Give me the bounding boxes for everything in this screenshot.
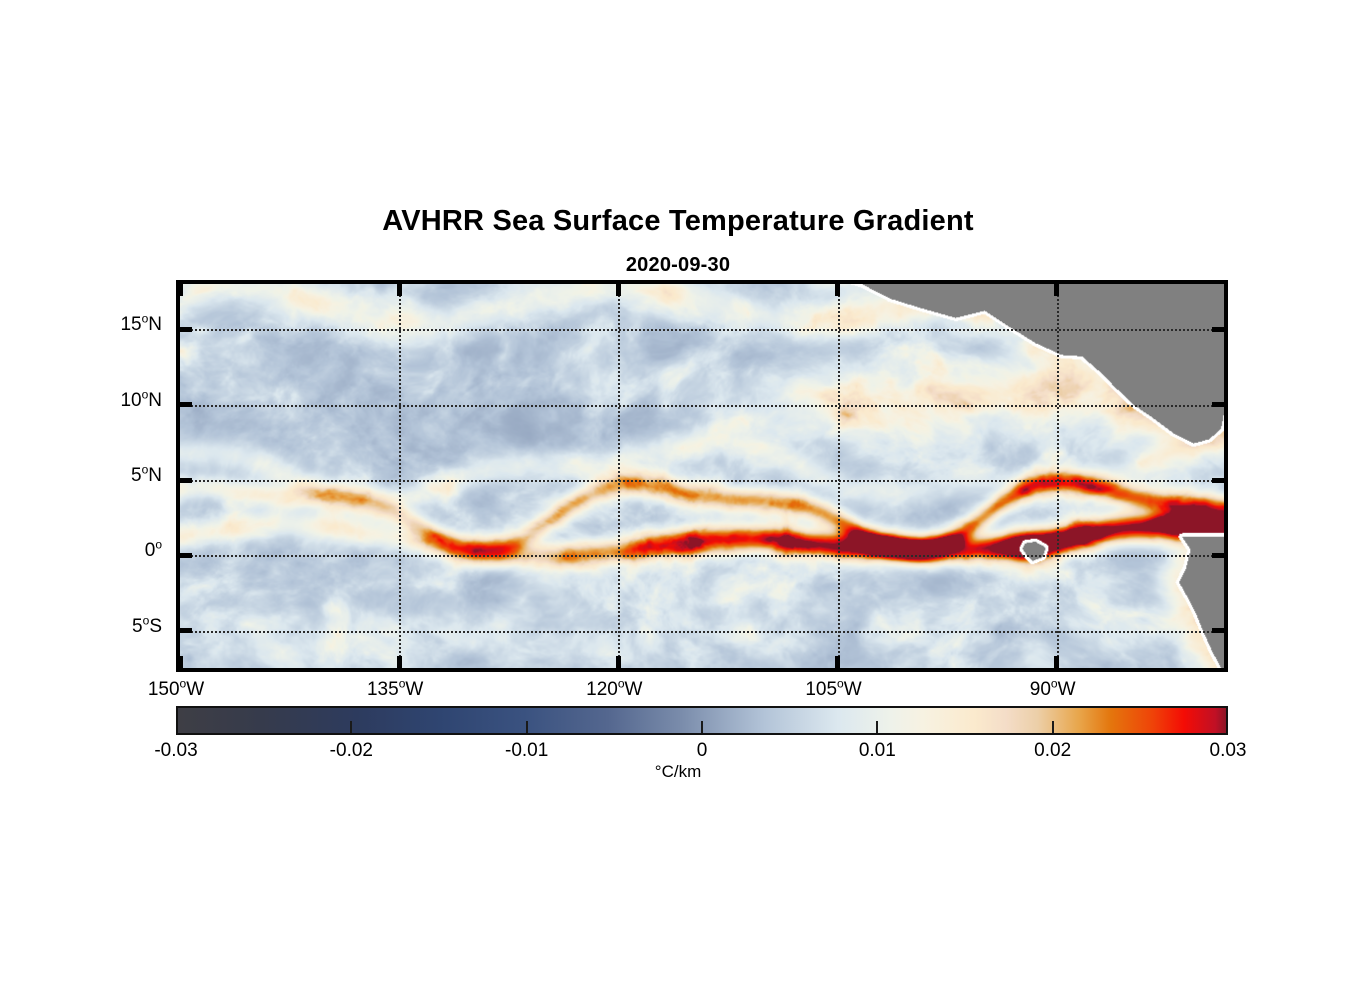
- page-title: AVHRR Sea Surface Temperature Gradient: [382, 205, 974, 237]
- colorbar-tick-label-0.03: 0.03: [1209, 740, 1247, 761]
- tick-lon-90: [1054, 656, 1060, 668]
- tick-lon-120: [615, 284, 621, 296]
- tick-lon-135: [396, 284, 402, 296]
- colorbar-tick-0.02: [1051, 721, 1054, 733]
- tick-lon-90: [1054, 284, 1060, 296]
- tick-lat-15: [180, 326, 192, 332]
- tick-lon-105: [835, 284, 840, 296]
- colorbar-tick-label--0.01: -0.01: [505, 740, 549, 761]
- map-axes[interactable]: [176, 280, 1228, 672]
- tick-lon-150: [180, 656, 183, 668]
- y-tick-label-5S: 5oS: [132, 613, 162, 637]
- colorbar-tick-0.01: [876, 721, 879, 733]
- x-tick-label-90W: 90oW: [1029, 676, 1076, 700]
- tick-lat-10: [180, 402, 192, 408]
- tick-lat-0: [1212, 552, 1224, 558]
- tick-lat-5: [180, 477, 192, 483]
- y-tick-label-10N: 10oN: [120, 387, 162, 411]
- tick-lon-135: [396, 656, 402, 668]
- tick-lat-15: [1212, 326, 1224, 332]
- colorbar-tick-label--0.03: -0.03: [154, 740, 198, 761]
- figure-date-subtitle: 2020-09-30: [625, 254, 731, 276]
- colorbar-tick-label-0.02: 0.02: [1034, 740, 1072, 761]
- colorbar-tick-label--0.02: -0.02: [329, 740, 373, 761]
- tick-lat-5: [180, 628, 192, 634]
- x-tick-label-150W: 150oW: [147, 676, 205, 700]
- colorbar-tick-label-0.01: 0.01: [858, 740, 896, 761]
- colorbar-tick-0: [701, 721, 703, 733]
- x-tick-label-135W: 135oW: [366, 676, 424, 700]
- y-tick-label-0eq: 0o: [144, 538, 162, 562]
- colorbar-tick-label-0: 0: [696, 740, 708, 761]
- tick-lon-105: [835, 656, 840, 668]
- tick-lat-10: [1212, 402, 1224, 408]
- tick-lon-150: [180, 284, 183, 296]
- tick-lat-5: [1212, 628, 1224, 634]
- x-tick-label-105W: 105oW: [805, 676, 862, 700]
- tick-lon-120: [615, 656, 621, 668]
- y-tick-label-5N: 5oN: [131, 462, 162, 486]
- colorbar-tick--0.02: [350, 721, 353, 733]
- colorbar[interactable]: [176, 706, 1228, 735]
- colorbar-unit-label: °C/km: [654, 762, 702, 781]
- x-tick-label-120W: 120oW: [586, 676, 643, 700]
- y-tick-label-15N: 15oN: [120, 311, 162, 336]
- tick-lat-5: [1212, 477, 1224, 483]
- colorbar-tick--0.01: [525, 721, 528, 733]
- tick-lat-0: [180, 552, 192, 558]
- sst-gradient-heatmap: [180, 284, 1224, 668]
